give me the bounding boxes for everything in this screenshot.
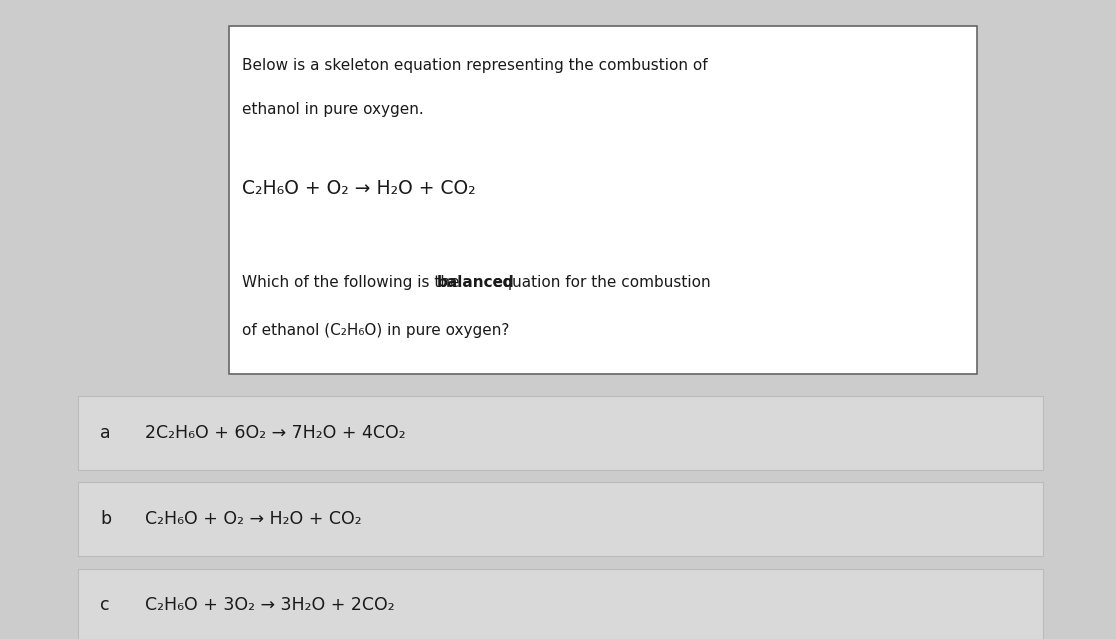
FancyBboxPatch shape xyxy=(78,569,1043,639)
Text: Below is a skeleton equation representing the combustion of: Below is a skeleton equation representin… xyxy=(242,58,708,72)
Text: b: b xyxy=(100,510,112,528)
Text: C₂H₆O + O₂ → H₂O + CO₂: C₂H₆O + O₂ → H₂O + CO₂ xyxy=(145,510,362,528)
FancyBboxPatch shape xyxy=(78,482,1043,556)
Text: 2C₂H₆O + 6O₂ → 7H₂O + 4CO₂: 2C₂H₆O + 6O₂ → 7H₂O + 4CO₂ xyxy=(145,424,406,442)
Text: equation for the combustion: equation for the combustion xyxy=(488,275,711,289)
FancyBboxPatch shape xyxy=(78,396,1043,470)
FancyBboxPatch shape xyxy=(229,26,976,374)
Text: C₂H₆O + 3O₂ → 3H₂O + 2CO₂: C₂H₆O + 3O₂ → 3H₂O + 2CO₂ xyxy=(145,596,395,615)
Text: of ethanol (C₂H₆O) in pure oxygen?: of ethanol (C₂H₆O) in pure oxygen? xyxy=(242,323,510,337)
Text: Which of the following is the: Which of the following is the xyxy=(242,275,464,289)
Text: a: a xyxy=(100,424,112,442)
Text: C₂H₆O + O₂ → H₂O + CO₂: C₂H₆O + O₂ → H₂O + CO₂ xyxy=(242,179,475,198)
Text: ethanol in pure oxygen.: ethanol in pure oxygen. xyxy=(242,102,424,117)
Text: c: c xyxy=(100,596,110,615)
Text: balanced: balanced xyxy=(436,275,514,289)
